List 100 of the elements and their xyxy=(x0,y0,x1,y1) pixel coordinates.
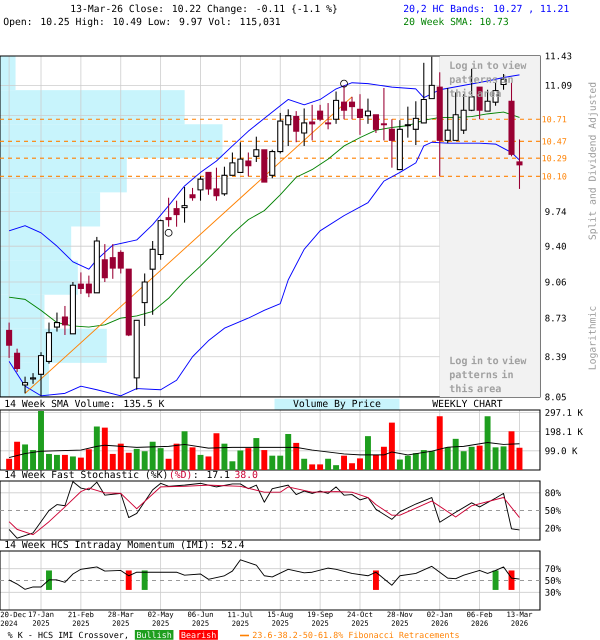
bar xyxy=(253,438,260,470)
text: : 17.1 xyxy=(195,470,230,478)
text: Bearish xyxy=(182,632,216,638)
text: 20,2 HC Bands: 10.27 , 11.21 xyxy=(404,4,569,14)
bar xyxy=(6,458,12,470)
bar xyxy=(420,450,427,470)
bar xyxy=(452,438,459,470)
bar xyxy=(309,464,316,470)
candlestick xyxy=(356,94,364,136)
candlestick xyxy=(22,376,28,394)
bar xyxy=(86,449,92,470)
candlestick xyxy=(333,90,340,124)
candlestick xyxy=(245,152,252,177)
bar xyxy=(516,448,522,470)
y-tick-label: 11.43 xyxy=(546,52,572,60)
y-tick-label: 198.1 K xyxy=(546,428,583,436)
bar xyxy=(102,428,108,470)
candlestick xyxy=(30,372,36,384)
bar xyxy=(333,465,340,470)
chart-title: 13-Mar-26 Close: 10.22 Change: -0.11 {-1.1 %} xyxy=(71,4,337,14)
candlestick xyxy=(142,272,148,326)
bar xyxy=(365,436,371,470)
text: 14 Week SMA Volume: 135.5 K xyxy=(5,400,164,408)
y-tick-label: 9.74 xyxy=(545,208,566,216)
candlestick xyxy=(420,62,427,124)
candlestick xyxy=(86,275,92,298)
y-tick-label: 11.09 xyxy=(546,82,572,89)
bar xyxy=(229,461,236,470)
text: 38.0 xyxy=(235,470,258,478)
candlestick xyxy=(293,110,300,143)
candlestick xyxy=(174,200,180,228)
candlestick xyxy=(78,272,84,294)
annotation: Log in to view patterns in this area xyxy=(450,356,526,392)
y-tick-label: 70% xyxy=(545,565,561,572)
candlestick xyxy=(372,114,379,134)
candlestick xyxy=(380,87,387,141)
y-tick-label: 99.0 K xyxy=(545,447,578,454)
bar xyxy=(213,433,220,470)
bar xyxy=(301,458,308,470)
bar xyxy=(261,450,268,470)
bar xyxy=(245,448,252,470)
y-tick-label: 20% xyxy=(545,524,561,532)
candlestick xyxy=(237,142,244,173)
series-label: 14 Week HCS Intraday Momentum (IMI): 52.4 xyxy=(5,540,244,550)
candlestick xyxy=(301,108,308,147)
bar xyxy=(492,447,499,470)
bar xyxy=(293,442,300,470)
candlestick xyxy=(166,197,172,228)
candlestick xyxy=(197,176,204,202)
bar xyxy=(78,458,84,470)
bar xyxy=(500,446,506,470)
bar xyxy=(158,448,164,470)
bar xyxy=(404,456,411,470)
bar xyxy=(380,446,387,470)
ref-line-label: 10.29 xyxy=(542,155,566,162)
bar xyxy=(54,454,60,470)
bar xyxy=(468,446,475,470)
bar xyxy=(62,454,68,470)
candlestick xyxy=(348,96,356,120)
candlestick xyxy=(213,167,220,202)
bar xyxy=(38,410,44,470)
candlestick xyxy=(317,104,324,122)
bar xyxy=(46,454,52,470)
ref-line-label: 10.47 xyxy=(542,138,566,145)
bar xyxy=(14,442,20,470)
bar xyxy=(269,456,276,470)
candlestick xyxy=(54,312,60,332)
bar xyxy=(237,450,244,470)
line-series xyxy=(8,112,520,328)
text: Bullish xyxy=(137,632,172,638)
y-tick-label: 30% xyxy=(545,588,561,596)
bar xyxy=(94,426,100,470)
bar xyxy=(206,456,212,470)
candlestick xyxy=(325,102,332,130)
bar xyxy=(190,447,196,470)
bar xyxy=(134,448,140,470)
bar xyxy=(182,431,188,470)
y-tick-label: 297.1 K xyxy=(545,409,583,416)
bar xyxy=(126,452,132,470)
y-tick-label: 9.06 xyxy=(545,278,566,286)
line-series xyxy=(8,74,520,270)
bar xyxy=(22,444,28,470)
candlestick xyxy=(6,322,12,358)
candlestick xyxy=(412,100,419,146)
bar xyxy=(388,422,395,470)
bar xyxy=(198,454,204,470)
bar xyxy=(70,456,76,470)
bar xyxy=(325,458,332,470)
bar xyxy=(174,444,180,470)
y-axis-title: Split and Dividend Adjusted xyxy=(588,82,598,240)
text: % K - HCS IMI Crossover, xyxy=(8,632,127,640)
candlestick xyxy=(309,104,316,141)
candlestick xyxy=(182,186,188,224)
bar xyxy=(436,416,443,470)
text: Volume By Price xyxy=(293,400,380,410)
bar xyxy=(476,446,483,470)
bar xyxy=(444,447,451,470)
bar xyxy=(349,463,355,470)
candlestick xyxy=(150,240,156,316)
bar xyxy=(317,464,324,470)
